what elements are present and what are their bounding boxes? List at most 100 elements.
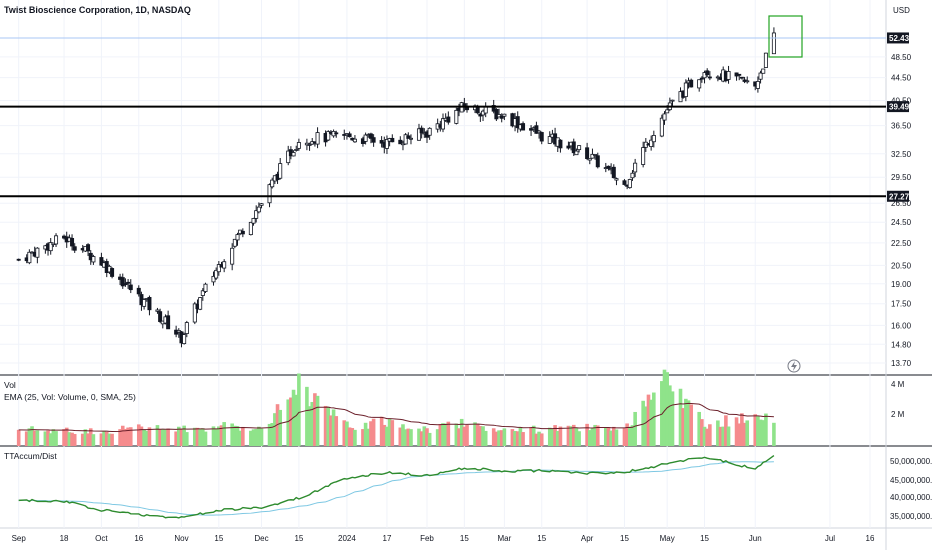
candle-body: [499, 115, 504, 119]
candle-body: [633, 162, 638, 173]
volume-bar: [622, 428, 627, 446]
volume-ema-line: [18, 402, 774, 433]
candle-body: [662, 113, 667, 121]
candle-body: [27, 251, 32, 264]
price-tick-label: 24.50: [891, 218, 912, 227]
volume-bar: [91, 434, 96, 446]
price-axis-ticks: 13.70 14.80 16.00 17.50 19.00 20.50 22.50 24.50…: [891, 53, 912, 368]
volume-bar: [531, 425, 536, 446]
candle-body: [408, 137, 413, 140]
volume-bar: [166, 428, 170, 446]
candle-body: [587, 158, 592, 161]
volume-bar: [603, 427, 608, 446]
time-tick-label: 15: [537, 534, 546, 543]
volume-bar: [54, 431, 58, 446]
candle-body: [70, 237, 75, 247]
volume-bar: [521, 432, 525, 446]
candle-body: [110, 268, 115, 277]
volume-bar: [705, 428, 709, 446]
candle-body: [641, 147, 646, 165]
volume-bar: [665, 372, 669, 446]
candle-body: [454, 109, 459, 124]
candle-body: [166, 315, 171, 330]
volume-bar: [230, 423, 234, 446]
time-tick-label: Sep: [12, 534, 27, 543]
support-tag: 27.27: [887, 190, 910, 202]
candle-body: [627, 179, 632, 189]
volume-bar: [558, 426, 563, 446]
volume-bar: [155, 425, 160, 446]
time-tick-label: 17: [383, 534, 392, 543]
volume-bar: [668, 385, 672, 446]
candle-body: [755, 81, 760, 89]
volume-bars: [16, 369, 776, 446]
volume-bar: [16, 429, 21, 446]
time-tick-label: 18: [60, 534, 69, 543]
volume-bar: [142, 429, 146, 446]
candle-body: [497, 114, 502, 118]
volume-bar: [120, 425, 125, 446]
volume-bar: [326, 406, 331, 446]
volume-bar: [446, 421, 451, 446]
candle-body: [670, 99, 675, 102]
volume-bar: [737, 423, 742, 446]
volume-bar: [251, 429, 256, 446]
volume-bar: [689, 404, 693, 446]
candle-body: [622, 180, 627, 185]
volume-subtitle: EMA (25, Vol: Volume, 0, SMA, 25): [4, 392, 136, 402]
time-tick-label: 2024: [338, 534, 356, 543]
volume-bar: [379, 416, 384, 446]
candle-body: [707, 76, 712, 79]
candle-body: [427, 127, 432, 136]
last-price-label: 52.43: [889, 34, 910, 43]
volume-bar: [72, 433, 77, 446]
volume-bar: [270, 423, 275, 446]
volume-bar: [438, 424, 443, 446]
volume-bar: [371, 418, 376, 446]
time-tick-label: 15: [460, 534, 469, 543]
candle-body: [182, 334, 187, 345]
volume-bar: [724, 415, 728, 446]
volume-bar: [174, 431, 178, 446]
volume-bar: [718, 426, 723, 446]
volume-bar: [203, 431, 208, 446]
candle-body: [248, 221, 253, 236]
time-tick-label: May: [660, 534, 675, 543]
volume-bar: [577, 431, 581, 446]
grid-lines: [0, 0, 886, 528]
volume-bar: [88, 428, 93, 446]
candle-body: [590, 153, 595, 159]
volume-bar: [515, 431, 520, 446]
volume-bar: [513, 431, 517, 446]
candle-body: [416, 128, 421, 141]
candle-body: [214, 269, 219, 279]
candle-body: [35, 247, 40, 258]
volume-bar: [83, 429, 88, 446]
volume-bar: [273, 413, 277, 446]
volume-bar: [721, 426, 726, 446]
volume-bar: [27, 428, 32, 446]
volume-bar: [553, 425, 557, 446]
candlestick-series: [16, 27, 776, 348]
volume-bar: [219, 425, 224, 446]
volume-bar: [494, 431, 499, 446]
volume-bar: [235, 426, 240, 446]
volume-bar: [684, 398, 688, 446]
volume-bar: [185, 432, 189, 446]
candle-body: [304, 142, 309, 146]
candle-body: [771, 32, 776, 55]
volume-bar: [483, 430, 488, 446]
candle-body: [91, 256, 96, 263]
highlight-box[interactable]: [768, 15, 803, 58]
lightning-icon[interactable]: [787, 359, 801, 373]
candle-body: [593, 154, 598, 156]
accum-tick-45m: 45,000,000.00: [890, 476, 932, 485]
time-tick-label: 16: [134, 534, 143, 543]
candle-body: [254, 210, 259, 219]
candle-body: [326, 131, 331, 141]
volume-bar: [267, 423, 272, 446]
candle-body: [419, 127, 424, 134]
volume-bar: [193, 427, 197, 446]
volume-bar: [539, 433, 544, 446]
volume-bar: [425, 428, 429, 446]
